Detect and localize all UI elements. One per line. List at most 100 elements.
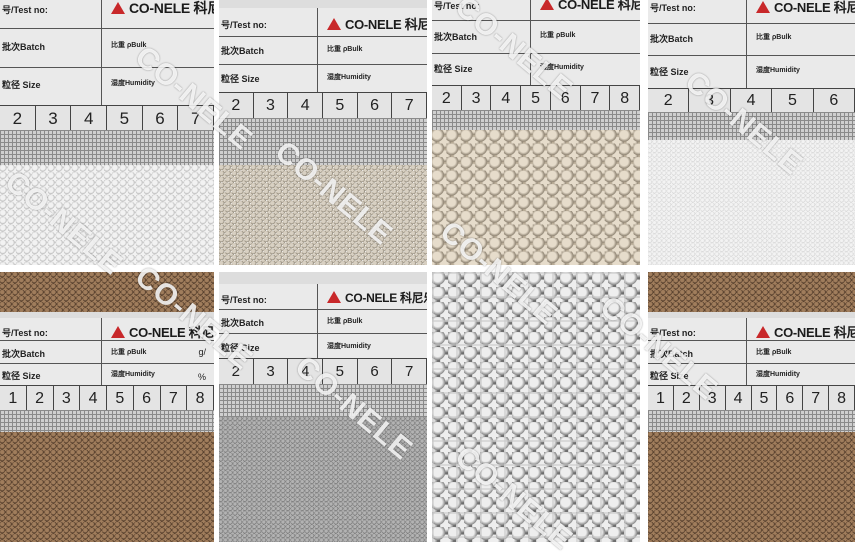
photo-white-pebbles-on-mesh-sample bbox=[432, 272, 640, 542]
card-divider bbox=[101, 318, 102, 385]
bulk-label: 比重 ρBulk bbox=[327, 318, 363, 326]
ruler-number: 6 bbox=[814, 89, 855, 113]
ruler-number: 4 bbox=[731, 89, 773, 113]
size-label: 粒径 Size bbox=[221, 74, 260, 85]
card-divider bbox=[317, 284, 318, 358]
batch-label: 批次Batch bbox=[221, 46, 265, 57]
ruler-number: 4 bbox=[288, 93, 324, 119]
co-nele-logo: CO-NELE 科尼乐 bbox=[327, 14, 427, 33]
ruler-number: 7 bbox=[392, 93, 427, 119]
card-row-line bbox=[0, 362, 214, 364]
ruler-number: 3 bbox=[36, 106, 72, 131]
co-nele-logo: CO-NELE 科尼乐 bbox=[756, 322, 855, 341]
brand-name-cn: 科尼乐 bbox=[404, 16, 427, 32]
humidity-label: 湿度Humidity bbox=[756, 67, 800, 75]
co-nele-logo: CO-NELE 科尼乐 bbox=[111, 322, 214, 341]
brand-name: CO-NELE bbox=[774, 0, 834, 15]
co-nele-logo-icon bbox=[327, 17, 341, 30]
ruler-number: 2 bbox=[674, 386, 700, 411]
humidity-label: 湿度Humidity bbox=[111, 80, 155, 88]
granule-pile bbox=[432, 130, 640, 265]
co-nele-logo-icon bbox=[111, 1, 125, 14]
ruler-number: 2 bbox=[219, 93, 254, 119]
ruler-number: 7 bbox=[803, 386, 830, 411]
brand-name: CO-NELE bbox=[774, 325, 834, 341]
ruler-number: 5 bbox=[772, 89, 814, 113]
size-label: 粒径 Size bbox=[2, 371, 41, 382]
card-row-line bbox=[0, 340, 214, 342]
card-divider bbox=[530, 0, 531, 85]
ruler-number: 6 bbox=[551, 86, 581, 111]
co-nele-logo-icon bbox=[540, 0, 554, 11]
photo-white-granules-sample: 号/Test no: CO-NELE 科尼乐批次Batch 粒径 Size 比重 ρB… bbox=[0, 0, 214, 265]
card-row-line bbox=[0, 28, 214, 30]
granule-pile bbox=[648, 432, 855, 542]
co-nele-logo-icon bbox=[327, 290, 341, 303]
card-divider bbox=[746, 0, 747, 88]
card-row-line bbox=[219, 64, 427, 65]
card-divider bbox=[746, 318, 747, 385]
test-card: 号/Test no: CO-NELE 科尼乐批次Batch 粒径 Size 比重 ρB… bbox=[219, 284, 427, 359]
ruler-number: 6 bbox=[134, 386, 161, 411]
ruler-number: 5 bbox=[323, 93, 358, 119]
test-card: 号/Test no: CO-NELE 科尼乐批次Batch 粒径 Size 比重 ρB… bbox=[648, 0, 855, 89]
size-label: 粒径 Size bbox=[434, 64, 473, 75]
ruler-number: 6 bbox=[358, 93, 393, 119]
grid-paper bbox=[648, 112, 855, 140]
test-card: 号/Test no: CO-NELE 科尼乐批次Batch 粒径 Size 比重 ρB… bbox=[0, 0, 214, 106]
ruler-number: 5 bbox=[107, 386, 134, 411]
test-no-label: 号/Test no: bbox=[2, 327, 48, 338]
ruler-number: 1 bbox=[648, 386, 674, 411]
co-nele-logo-icon bbox=[756, 0, 770, 13]
brand-name-cn: 科尼乐 bbox=[399, 290, 427, 305]
bulk-label: 比重 ρBulk bbox=[111, 349, 147, 357]
co-nele-logo: CO-NELE 科尼乐 bbox=[756, 0, 855, 16]
wire-mesh bbox=[432, 272, 640, 542]
brand-name: CO-NELE bbox=[345, 290, 400, 305]
granule-pile bbox=[219, 165, 427, 265]
humidity-label: 湿度Humidity bbox=[756, 371, 800, 379]
ruler-number: 8 bbox=[610, 86, 640, 111]
size-label: 粒径 Size bbox=[221, 342, 260, 353]
ruler-number: 5 bbox=[323, 359, 358, 385]
brand-name-cn: 科尼乐 bbox=[833, 0, 855, 15]
ruler-number: 8 bbox=[829, 386, 855, 411]
ruler-number: 2 bbox=[0, 106, 36, 131]
card-row-line bbox=[648, 22, 855, 24]
humidity-unit: % bbox=[197, 371, 206, 382]
granules-top bbox=[0, 272, 214, 312]
photo-fine-white-powder-sample: 号/Test no: CO-NELE 科尼乐批次Batch 粒径 Size 比重 ρB… bbox=[648, 0, 855, 265]
card-row-line bbox=[219, 333, 427, 335]
brand-name-cn: 科尼乐 bbox=[617, 0, 640, 13]
ruler-number: 4 bbox=[71, 106, 108, 131]
card-divider bbox=[317, 8, 318, 92]
card-row-line bbox=[648, 362, 855, 364]
ruler-number: 3 bbox=[700, 386, 726, 411]
brand-name-cn: 科尼乐 bbox=[833, 325, 855, 341]
card-row-line bbox=[648, 340, 855, 342]
card-divider bbox=[101, 0, 102, 105]
bulk-unit: g/ bbox=[198, 347, 206, 358]
ruler-number: 6 bbox=[143, 106, 179, 131]
size-label: 粒径 Size bbox=[650, 67, 689, 78]
grid-paper bbox=[0, 130, 214, 170]
ruler-number: 3 bbox=[689, 89, 731, 113]
granule-pile bbox=[0, 165, 214, 265]
granules-top bbox=[648, 272, 855, 312]
ruler-number: 7 bbox=[178, 106, 214, 131]
ruler-number: 2 bbox=[648, 89, 690, 113]
ruler-number: 2 bbox=[219, 359, 254, 385]
batch-label: 批次Batch bbox=[221, 318, 265, 329]
batch-label: 批次Batch bbox=[650, 349, 694, 360]
card-row-line bbox=[648, 55, 855, 57]
ruler-number: 7 bbox=[392, 359, 427, 385]
ruler-number: 4 bbox=[288, 359, 324, 385]
grid-paper bbox=[648, 410, 855, 432]
humidity-label: 湿度Humidity bbox=[111, 371, 155, 379]
humidity-label: 湿度Humidity bbox=[327, 342, 371, 350]
humidity-label: 湿度Humidity bbox=[327, 74, 371, 82]
